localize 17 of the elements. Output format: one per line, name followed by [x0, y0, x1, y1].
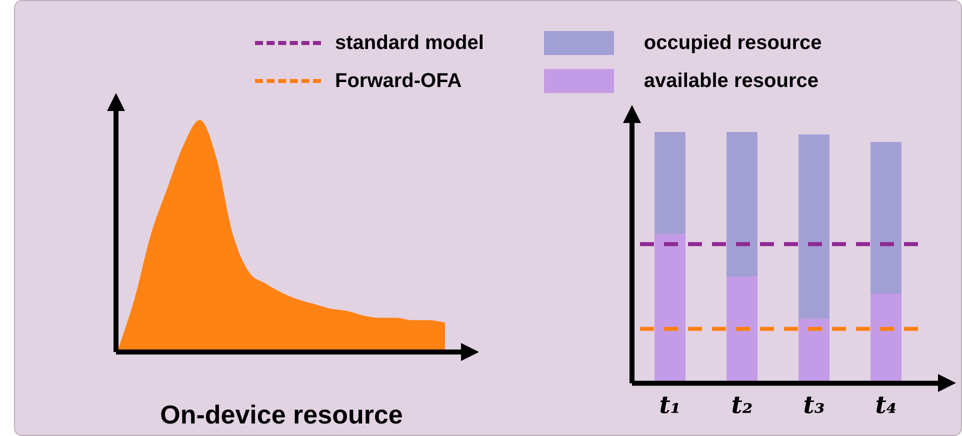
x-tick-label: t₂ — [731, 390, 753, 419]
legend-label: occupied resource — [644, 32, 822, 54]
bar — [726, 132, 758, 277]
bar — [798, 134, 830, 319]
bar — [870, 294, 902, 382]
bar — [798, 318, 830, 382]
legend-label: standard model — [335, 32, 484, 54]
legend-label: available resource — [644, 70, 818, 92]
x-tick-label: t₄ — [875, 390, 897, 419]
x-tick-label: t₃ — [803, 390, 825, 419]
bar — [726, 276, 758, 382]
x-tick-label: t₁ — [659, 390, 681, 419]
legend-label: Forward-OFA — [335, 70, 462, 92]
bar — [654, 234, 686, 382]
x-axis-title: On-device resource — [160, 400, 403, 430]
bar — [654, 132, 686, 234]
bar — [870, 142, 902, 294]
